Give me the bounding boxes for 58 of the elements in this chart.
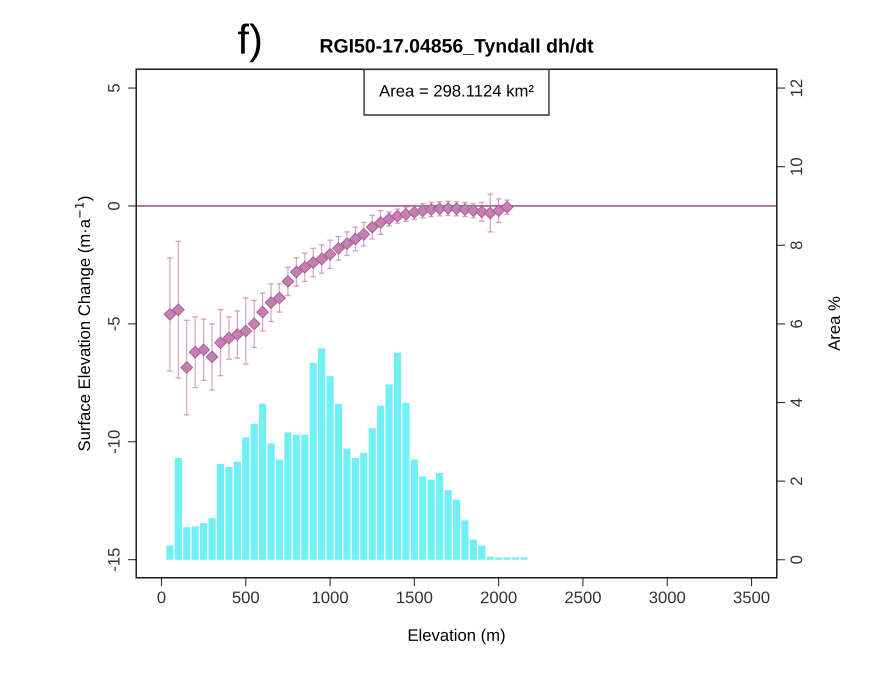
x-tick-label: 500 (232, 591, 260, 604)
annotation: Area = 298.1124 km² (379, 84, 534, 97)
point (366, 220, 379, 234)
x-tick-label: 1000 (312, 591, 348, 604)
point (282, 275, 294, 288)
chart-title: RGI50-17.04856_Tyndall dh/dt (320, 38, 594, 57)
y-tick-label: -15 (108, 548, 120, 571)
point (458, 203, 472, 216)
point (306, 256, 320, 269)
point (290, 266, 303, 278)
y-tick-label: 0 (108, 202, 120, 210)
point (500, 200, 514, 214)
point (256, 306, 269, 318)
x-tick-label: 3500 (734, 591, 770, 604)
point (239, 324, 252, 338)
y-tick-label: 5 (108, 84, 120, 92)
point (188, 346, 202, 358)
x-tick-label: 3000 (649, 591, 686, 604)
y2-tick-label: 6 (790, 320, 802, 328)
y-axis-title: Surface Elevation Change (m·a$^{−1}$) (75, 196, 94, 451)
point (273, 292, 286, 304)
y2-tick-label: 10 (790, 158, 802, 175)
text: f) (238, 23, 260, 62)
x-tick-label: 1500 (397, 591, 432, 604)
y2-tick-label: 12 (790, 80, 802, 96)
x-tick-label: 2000 (480, 591, 517, 604)
point (391, 210, 404, 222)
point (340, 237, 354, 250)
point (164, 308, 176, 321)
point (231, 328, 244, 341)
point (492, 204, 505, 217)
y2-axis-title: Area % (828, 296, 840, 351)
point (374, 216, 387, 229)
x-tick-label: 2500 (565, 591, 601, 604)
y-tick-label: -10 (108, 430, 120, 454)
point (349, 232, 362, 246)
y2-tick-label: 0 (790, 556, 802, 564)
point (357, 228, 370, 241)
y2-tick-label: 8 (790, 241, 802, 250)
point (264, 296, 278, 309)
x-axis-title: Elevation (m) (408, 628, 505, 644)
point (298, 260, 312, 274)
point (222, 332, 236, 344)
point (324, 248, 336, 261)
point (180, 361, 194, 374)
point (197, 343, 210, 356)
point (248, 318, 261, 330)
point (332, 242, 345, 255)
y2-tick-label: 4 (790, 398, 802, 407)
point (416, 204, 430, 217)
x-tick-label: 0 (157, 591, 166, 604)
y2-tick-label: 2 (790, 477, 802, 485)
point (206, 350, 218, 364)
point (484, 206, 497, 220)
point (315, 252, 328, 266)
y-tick-label: -5 (108, 317, 120, 331)
point (214, 336, 227, 350)
point (172, 303, 185, 316)
